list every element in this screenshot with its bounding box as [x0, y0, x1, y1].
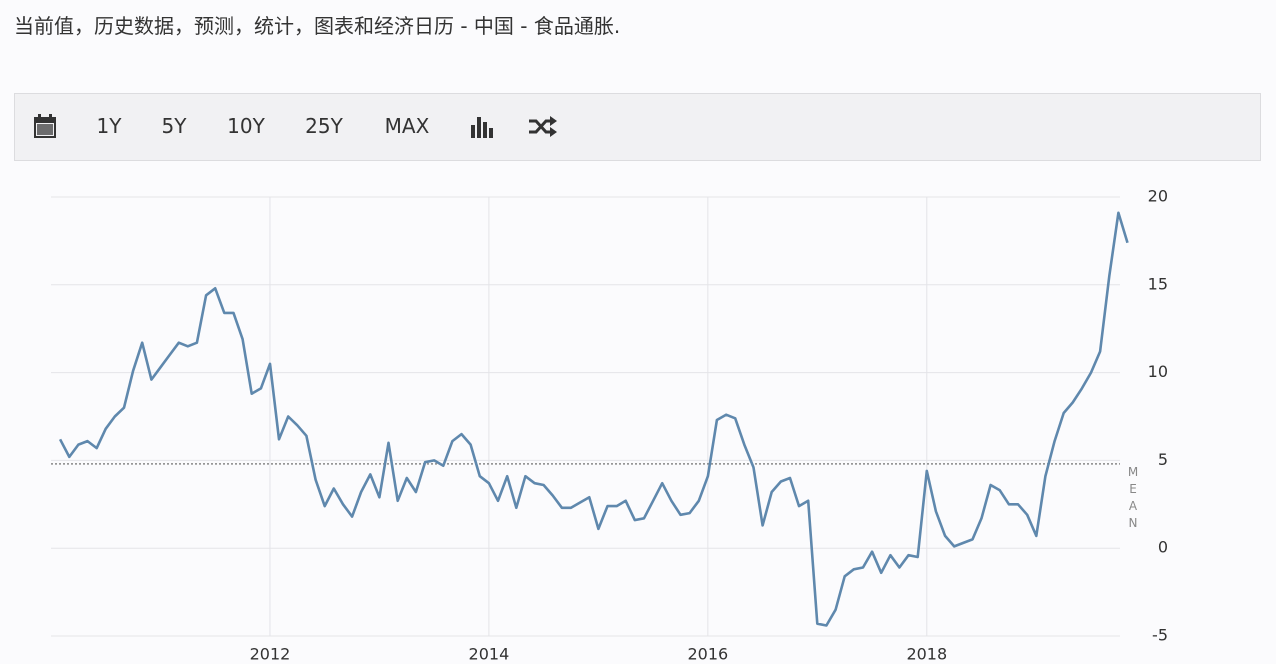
page-title: 当前值，历史数据，预测，统计，图表和经济日历 - 中国 - 食品通胀. [14, 14, 621, 38]
y-tick-label: 0 [1158, 538, 1168, 557]
y-tick-label: 20 [1148, 187, 1168, 206]
y-tick-label: 15 [1148, 274, 1168, 293]
y-tick-label: 10 [1148, 362, 1168, 381]
x-tick-label: 2018 [906, 645, 947, 664]
bar-chart-icon[interactable] [470, 115, 494, 139]
mean-label: MEAN [1126, 465, 1140, 533]
range-button[interactable]: 5Y [161, 114, 187, 138]
y-tick-label: -5 [1152, 626, 1168, 645]
x-tick-label: 2012 [250, 645, 291, 664]
range-button[interactable]: MAX [384, 114, 430, 138]
calendar-icon[interactable] [33, 114, 59, 140]
x-tick-label: 2016 [687, 645, 728, 664]
x-tick-label: 2014 [469, 645, 510, 664]
y-tick-label: 5 [1158, 450, 1168, 469]
data-line [58, 211, 1129, 627]
shuffle-icon[interactable] [528, 115, 558, 139]
range-button[interactable]: 1Y [96, 114, 122, 138]
toolbar: 1Y 5Y 10Y 25Y MAX [14, 93, 1261, 161]
range-button[interactable]: 25Y [305, 114, 343, 138]
range-button[interactable]: 10Y [227, 114, 265, 138]
